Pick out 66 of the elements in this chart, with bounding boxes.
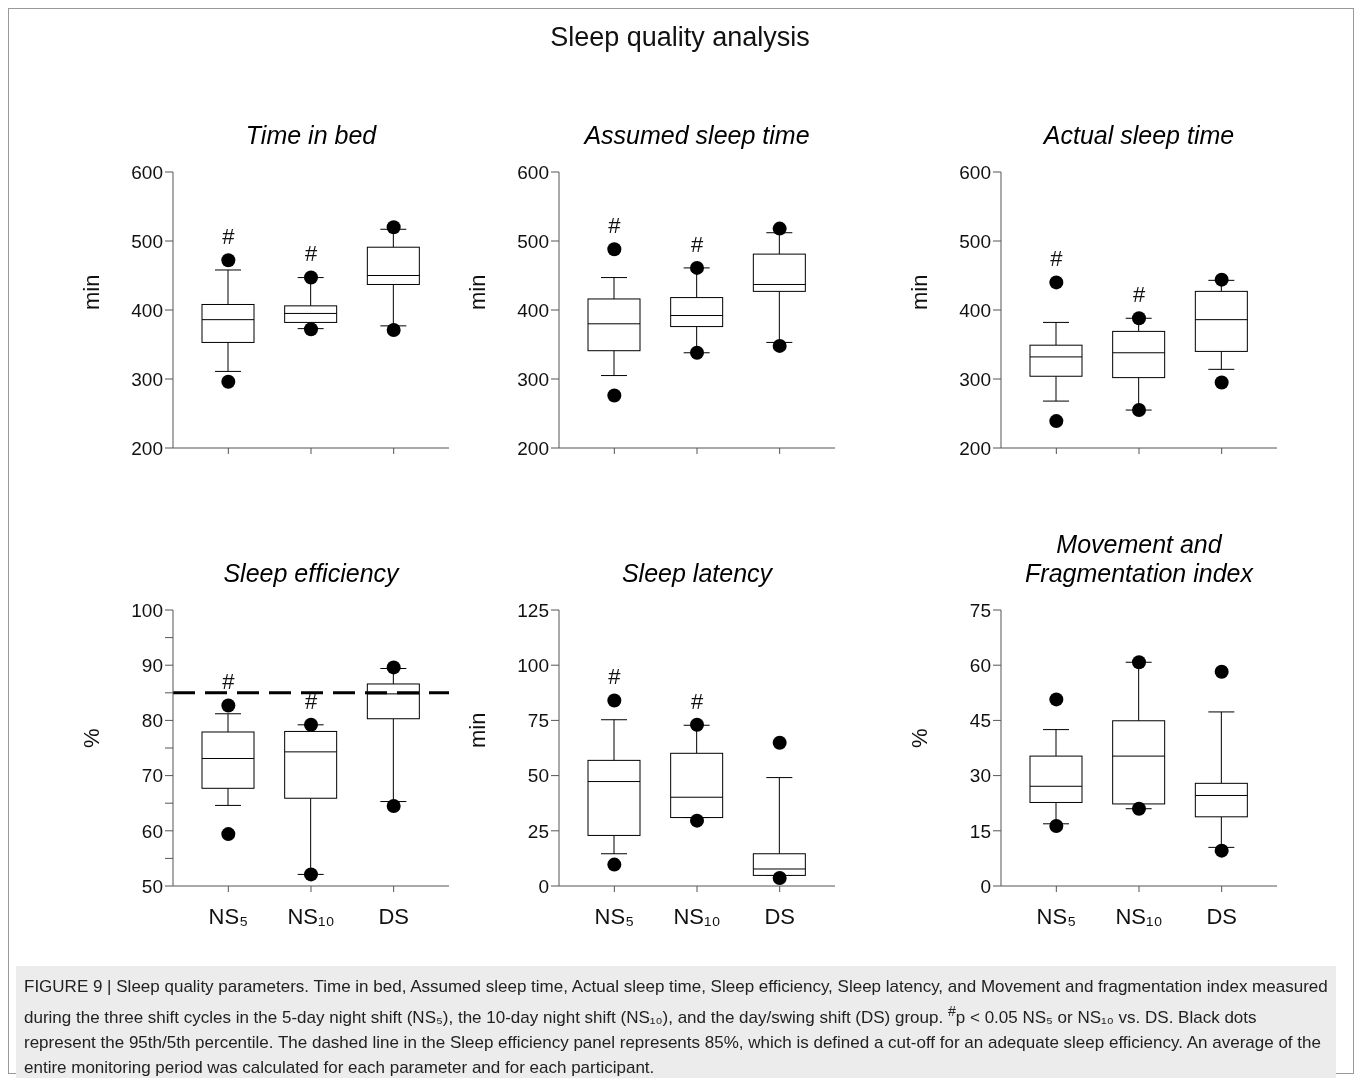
annotation: #: [222, 669, 236, 695]
x-tick-label: NS₁₀: [287, 903, 335, 929]
annotation: #: [690, 688, 704, 714]
y-tick-label: 50: [141, 875, 163, 897]
y-tick-label: 600: [959, 161, 991, 183]
annotation: #: [608, 213, 622, 239]
y-tick-label: 500: [131, 230, 163, 252]
chart-title: Time in bed: [245, 121, 377, 150]
y-tick-label: 50: [527, 765, 549, 787]
annotation: #: [1132, 282, 1146, 308]
y-tick-label: 400: [131, 299, 163, 321]
y-tick-label: 300: [131, 368, 163, 390]
x-tick-label: DS: [378, 903, 409, 929]
y-axis-title: min: [78, 274, 104, 310]
text: Sleep quality analysis: [549, 22, 811, 53]
y-tick-label: 15: [969, 820, 991, 842]
chart-title: Assumed sleep time: [584, 121, 810, 150]
y-tick-label: 0: [980, 875, 991, 897]
annotation: #: [690, 231, 704, 257]
y-axis-title: min: [906, 274, 932, 310]
x-tick-label: NS₁₀: [1115, 903, 1163, 929]
y-tick-label: 60: [969, 654, 991, 676]
chart-title: Sleep latency: [621, 559, 773, 588]
y-axis-title: %: [78, 728, 104, 748]
x-tick-label: DS: [1206, 903, 1237, 929]
y-tick-label: 300: [959, 368, 991, 390]
y-tick-label: 600: [517, 161, 549, 183]
y-tick-label: 300: [517, 368, 549, 390]
y-tick-label: 500: [517, 230, 549, 252]
y-tick-label: 200: [517, 437, 549, 459]
y-tick-label: 100: [131, 599, 163, 621]
y-tick-label: 25: [527, 820, 549, 842]
y-tick-label: 60: [141, 820, 163, 842]
chart-title: Sleep efficiency: [223, 559, 399, 588]
chart-title: Movement and Fragmentation index: [1024, 530, 1255, 588]
annotation: #: [222, 224, 236, 250]
y-tick-label: 600: [131, 161, 163, 183]
x-tick-label: NS₅: [594, 903, 635, 929]
y-tick-label: 80: [141, 710, 163, 732]
y-tick-label: 90: [141, 654, 163, 676]
x-tick-label: NS₅: [1036, 903, 1077, 929]
y-axis-title: min: [464, 712, 490, 748]
y-axis-title: %: [906, 728, 932, 748]
y-tick-label: 125: [517, 599, 549, 621]
y-tick-label: 200: [959, 437, 991, 459]
y-tick-label: 75: [969, 599, 991, 621]
y-tick-label: 30: [969, 765, 991, 787]
y-tick-label: 75: [527, 710, 549, 732]
x-tick-label: NS₁₀: [673, 903, 721, 929]
y-tick-label: 0: [538, 875, 549, 897]
y-tick-label: 500: [959, 230, 991, 252]
x-tick-label: DS: [764, 903, 795, 929]
annotation: #: [1050, 246, 1064, 272]
x-tick-label: NS₅: [208, 903, 249, 929]
chart-title: Actual sleep time: [1043, 121, 1235, 150]
annotation: #: [304, 688, 318, 714]
annotation: #: [304, 241, 318, 267]
y-tick-label: 200: [131, 437, 163, 459]
caption: FIGURE 9 | Sleep quality parameters. Time in bed, Assumed sleep time, Actual sleep time, Sleep efficiency, Sleep latency, and Movement and fragmentation index measured during the three shift cycles in the 5-day night shift (NS₅), the 10-day night shift (NS₁₀), and the day/swing shift (DS) group. $^{#}$p < 0.05 NS₅ or NS₁₀ vs. DS. Black dots represent the 95th/5th percentile. The dashed line in the Sleep efficiency panel represents 85%, which is defined a cut-off for an adequate sleep efficiency. An average of the entire monitoring period was calculated for each parameter and for each participant.: [24, 976, 1328, 1078]
annotation: #: [608, 664, 622, 690]
y-axis-title: min: [464, 274, 490, 310]
y-tick-label: 400: [959, 299, 991, 321]
y-tick-label: 400: [517, 299, 549, 321]
y-tick-label: 45: [969, 710, 991, 732]
y-tick-label: 100: [517, 654, 549, 676]
y-tick-label: 70: [141, 765, 163, 787]
